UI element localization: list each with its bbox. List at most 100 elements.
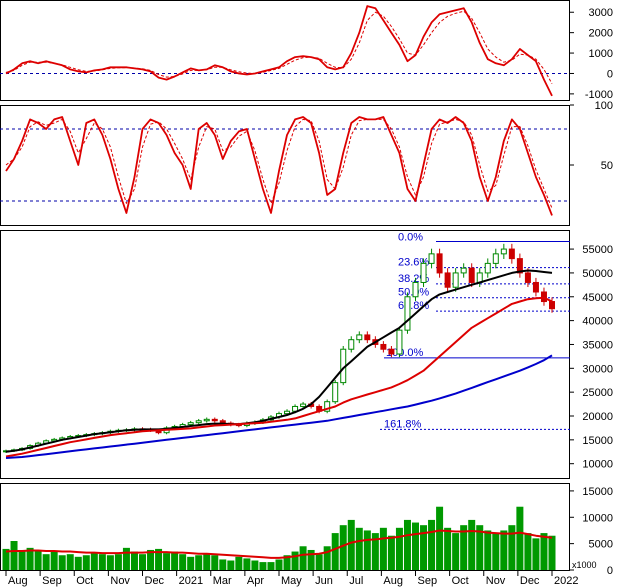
volume-bar <box>18 551 26 570</box>
price-frame <box>0 230 570 479</box>
price-candle-body <box>484 262 491 274</box>
x-tick-label: May <box>281 575 302 587</box>
price-candle-body <box>436 253 443 274</box>
stoch-d-line <box>5 118 553 209</box>
macd-frame <box>0 0 570 101</box>
volume-bar <box>106 555 114 570</box>
price-candle-body <box>211 418 218 422</box>
volume-bar <box>90 553 98 570</box>
stoch-y-tick-label: 50 <box>601 160 613 172</box>
volume-bar <box>508 525 516 570</box>
volume-bar <box>42 554 50 570</box>
volume-bar <box>363 530 371 570</box>
volume-bar <box>548 535 556 570</box>
volume-bar <box>275 559 283 570</box>
x-tick-label: 2021 <box>179 575 203 587</box>
x-tick-label: 2022 <box>554 575 578 587</box>
fib-level-label: 100.0% <box>386 347 424 359</box>
volume-bar <box>2 548 10 570</box>
volume-bar <box>291 551 299 570</box>
price-candle-body <box>468 267 475 283</box>
volume-bar <box>114 554 122 570</box>
volume-bar <box>267 562 275 570</box>
price-panel: 0.0%23.6%38.2%50.0%61.8%100.0%161.8%5500… <box>0 230 613 479</box>
volume-bar <box>436 506 444 570</box>
volume-bar <box>420 525 428 570</box>
price-candle-body <box>412 281 419 298</box>
volume-bar <box>516 506 524 570</box>
volume-bar <box>283 555 291 570</box>
price-candle-body <box>500 248 507 255</box>
stochastic-panel: 100 50 <box>0 100 613 226</box>
volume-bar <box>195 555 203 570</box>
x-tick-label: Sep <box>42 575 62 587</box>
volume-bar <box>492 533 500 570</box>
price-candle-body <box>532 281 539 293</box>
volume-bar <box>227 560 235 570</box>
volume-bar <box>211 555 219 570</box>
price-candle-body <box>428 253 435 264</box>
volume-bar <box>235 556 243 570</box>
x-tick-label: Sep <box>418 575 438 587</box>
price-candle-body <box>508 248 515 260</box>
volume-bar <box>122 547 130 570</box>
volume-y-tick-label: 0 <box>607 565 613 577</box>
x-tick-label: Oct <box>76 575 93 587</box>
volume-bar <box>500 530 508 570</box>
price-candle-body <box>404 296 411 331</box>
volume-bar <box>371 533 379 570</box>
volume-bar <box>98 554 106 570</box>
volume-y-tick-label: 15000 <box>582 486 613 498</box>
stoch-y-tick-label: 100 <box>595 100 613 112</box>
volume-bar <box>74 556 82 570</box>
price-y-tick-label: 50000 <box>582 268 613 280</box>
price-candle-body <box>420 262 427 283</box>
x-tick-label: Dec <box>520 575 540 587</box>
x-tick-label: Dec <box>145 575 165 587</box>
price-candle-body <box>516 258 523 274</box>
volume-panel: 15000 10000 5000 0 x1000 <box>0 483 613 577</box>
price-y-tick-label: 25000 <box>582 387 613 399</box>
macd-y-tick-label: 2000 <box>589 28 613 40</box>
price-y-tick-label: 10000 <box>582 459 613 471</box>
volume-bar <box>412 522 419 570</box>
price-y-tick-label: 15000 <box>582 435 613 447</box>
price-candle-body <box>324 401 331 412</box>
price-candle-body <box>300 403 307 407</box>
price-candle-body <box>364 334 371 341</box>
volume-unit-label: x1000 <box>572 560 597 570</box>
x-tick-label: Nov <box>110 575 130 587</box>
volume-bar <box>34 549 42 570</box>
price-y-tick-label: 55000 <box>582 244 613 256</box>
volume-bar <box>452 533 460 570</box>
volume-bar <box>323 546 331 570</box>
volume-bar <box>163 553 171 570</box>
price-ma-red-line <box>5 296 553 458</box>
price-candle-body <box>187 422 194 426</box>
price-candle-body <box>380 343 387 350</box>
macd-signal-line <box>5 10 553 84</box>
price-y-tick-label: 20000 <box>582 411 613 423</box>
price-y-tick-label: 40000 <box>582 316 613 328</box>
macd-y-tick-label: 1000 <box>589 48 613 60</box>
price-candle-body <box>444 272 451 288</box>
volume-y-tick-label: 10000 <box>582 512 613 524</box>
volume-bar <box>460 525 468 570</box>
volume-bar <box>444 527 452 570</box>
volume-bar <box>187 556 195 570</box>
volume-bar <box>379 527 387 570</box>
volume-bar <box>540 533 548 570</box>
volume-bar <box>251 560 259 570</box>
price-candle-body <box>195 420 202 424</box>
volume-bar <box>82 555 90 570</box>
macd-y-tick-label: 3000 <box>589 7 613 19</box>
volume-bar <box>10 541 18 570</box>
x-tick-label: Apr <box>247 575 264 587</box>
volume-bar <box>347 519 355 570</box>
volume-bar <box>147 549 155 570</box>
volume-bar <box>66 554 74 570</box>
price-candle-body <box>356 334 363 341</box>
macd-line <box>5 5 553 97</box>
